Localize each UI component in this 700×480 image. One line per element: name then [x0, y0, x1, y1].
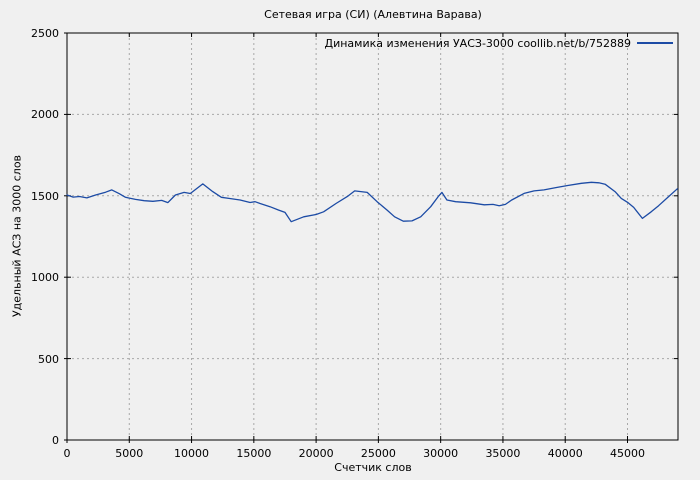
x-tick-label: 45000: [609, 447, 645, 460]
y-axis-label: Удельный АСЗ на 3000 слов: [10, 154, 24, 318]
legend-line-sample: [637, 42, 673, 44]
x-tick-label: 10000: [174, 447, 210, 460]
tick-layer: [64, 32, 678, 443]
x-tick-label: 20000: [298, 447, 334, 460]
x-tick-label: 5000: [115, 447, 144, 460]
y-tick-label: 2000: [31, 108, 59, 122]
x-tick-label: 25000: [360, 447, 396, 460]
series-layer: [66, 181, 678, 223]
series-line: [66, 181, 678, 223]
y-tick-label: 500: [38, 352, 59, 366]
y-tick-label: 0: [52, 434, 59, 447]
x-tick-label: 0: [63, 447, 71, 460]
y-tick-label: 1000: [31, 271, 59, 285]
x-tick-label: 40000: [547, 447, 583, 460]
x-tick-label: 35000: [485, 447, 521, 460]
x-tick-label: 15000: [236, 447, 272, 460]
y-tick-label: 2500: [31, 27, 59, 40]
x-axis-label: Счетчик слов: [334, 461, 412, 474]
grid-layer: [67, 33, 678, 440]
plot-border: [66, 32, 679, 441]
x-tick-label: 30000: [423, 447, 459, 460]
legend-label: Динамика изменения УАСЗ-3000 coollib.net…: [324, 37, 632, 50]
chart-title: Сетевая игра (СИ) (Алевтина Варава): [264, 8, 482, 21]
y-tick-label: 1500: [31, 189, 59, 203]
